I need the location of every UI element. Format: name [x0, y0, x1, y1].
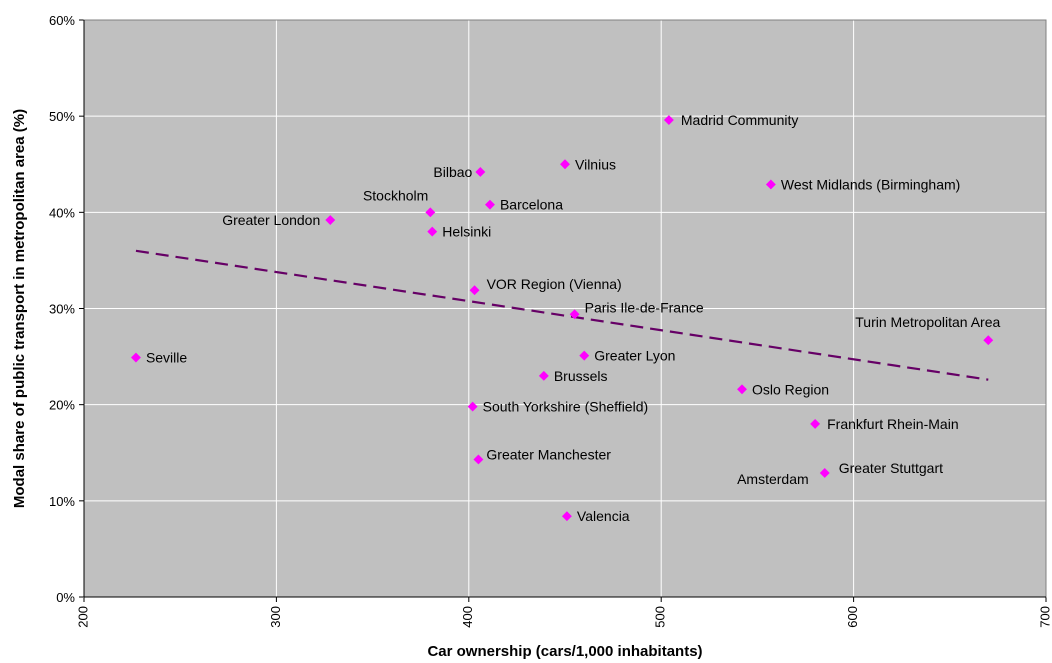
x-tick-label: 700	[1037, 606, 1052, 628]
point-label-valencia: Valencia	[577, 508, 630, 524]
point-label-greater-london: Greater London	[222, 212, 320, 228]
point-label-west-midlands-birmingham: West Midlands (Birmingham)	[781, 176, 960, 192]
x-tick-label: 400	[460, 606, 475, 628]
tick-labels: 200 300 400 500 600 700 0% 10% 20% 30% 40% 50% 60%	[49, 13, 1052, 628]
y-tick-label: 10%	[49, 494, 75, 509]
y-tick-label: 20%	[49, 398, 75, 413]
point-marker-vor-region-vienna	[469, 285, 480, 296]
y-tick-label: 50%	[49, 109, 75, 124]
point-label-seville: Seville	[146, 350, 187, 366]
point-marker-brussels	[538, 370, 549, 381]
point-marker-madrid-community	[663, 115, 674, 125]
point-marker-greater-stuttgart	[819, 467, 830, 478]
axes	[79, 19, 1047, 602]
trendline-group	[135, 249, 989, 381]
y-tick-label: 30%	[49, 302, 75, 317]
point-marker-greater-manchester	[473, 454, 484, 465]
point-marker-west-midlands-birmingham	[765, 179, 776, 190]
point-marker-vilnius	[560, 159, 570, 170]
x-tick-label: 600	[845, 606, 860, 628]
point-label-bilbao: Bilbao	[433, 164, 472, 180]
x-axis-title: Car ownership (cars/1,000 inhabitants)	[427, 643, 702, 660]
point-marker-frankfurt-rhein-main	[810, 418, 821, 429]
y-axis-title: Modal share of public transport in metro…	[11, 109, 28, 508]
point-label-helsinki: Helsinki	[442, 224, 491, 240]
point-label-brussels: Brussels	[554, 368, 608, 384]
point-label-amsterdam: Amsterdam	[737, 471, 809, 487]
point-marker-seville	[130, 352, 141, 363]
point-label-greater-stuttgart: Greater Stuttgart	[839, 460, 943, 476]
point-marker-valencia	[561, 511, 572, 522]
y-tick-label: 60%	[49, 13, 75, 28]
point-label-paris-ile-de-france: Paris Ile-de-France	[585, 299, 704, 315]
point-marker-stockholm	[425, 207, 436, 218]
point-label-greater-manchester: Greater Manchester	[486, 446, 611, 462]
point-label-stockholm: Stockholm	[363, 187, 428, 203]
point-marker-oslo-region	[737, 384, 747, 395]
x-tick-label: 200	[75, 606, 90, 628]
point-label-turin-metropolitan-area: Turin Metropolitan Area	[855, 314, 1000, 330]
point-marker-paris-ile-de-france	[569, 309, 580, 320]
point-marker-barcelona	[485, 199, 495, 210]
y-tick-label: 40%	[49, 205, 75, 220]
point-label-frankfurt-rhein-main: Frankfurt Rhein-Main	[827, 416, 959, 432]
point-marker-helsinki	[427, 226, 438, 237]
point-label-oslo-region: Oslo Region	[752, 381, 829, 397]
point-label-barcelona: Barcelona	[500, 197, 563, 213]
point-marker-greater-london	[325, 215, 336, 225]
trendline	[135, 249, 989, 381]
point-marker-greater-lyon	[579, 350, 590, 361]
point-marker-bilbao	[475, 166, 486, 177]
y-tick-label: 0%	[56, 590, 75, 605]
point-label-vor-region-vienna: VOR Region (Vienna)	[487, 276, 622, 292]
point-label-madrid-community: Madrid Community	[681, 112, 798, 128]
point-marker-south-yorkshire-sheffield	[467, 401, 478, 412]
point-label-vilnius: Vilnius	[575, 156, 616, 172]
point-marker-turin-metropolitan-area	[983, 335, 994, 346]
x-tick-label: 500	[653, 606, 668, 628]
x-tick-label: 300	[268, 606, 283, 628]
data-points: Madrid Community Vilnius Bilbao West Midlan…	[130, 112, 1000, 524]
gridlines	[84, 20, 1046, 597]
point-label-south-yorkshire-sheffield: South Yorkshire (Sheffield)	[483, 399, 649, 415]
point-label-greater-lyon: Greater Lyon	[594, 348, 675, 364]
